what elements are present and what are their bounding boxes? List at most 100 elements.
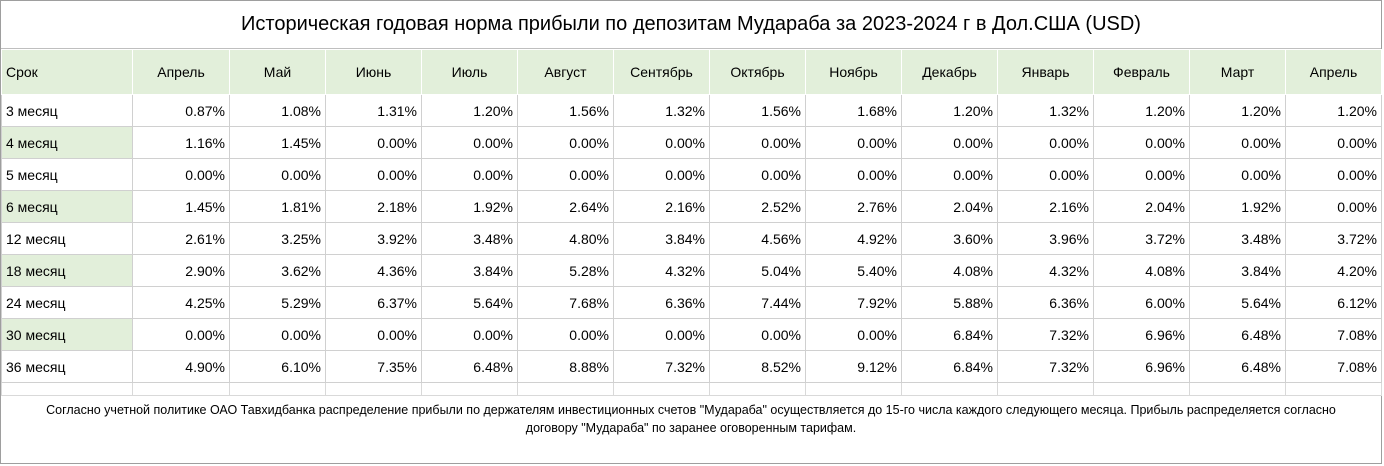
empty-cell — [1189, 382, 1286, 396]
rate-cell: 0.00% — [613, 158, 710, 191]
rate-cell: 0.00% — [997, 158, 1094, 191]
header-month-cell: Октябрь — [709, 49, 806, 95]
rate-cell: 1.20% — [901, 94, 998, 127]
table-row: 3 месяц 0.87% 1.08% 1.31% 1.20% 1.56% 1.32% 1.5… — [1, 94, 1382, 127]
rate-cell: 3.84% — [421, 254, 518, 287]
rate-cell: 6.96% — [1093, 350, 1190, 383]
header-month-cell: Март — [1189, 49, 1286, 95]
rate-cell: 6.37% — [325, 286, 422, 319]
rate-cell: 5.28% — [517, 254, 614, 287]
rate-cell: 0.00% — [517, 318, 614, 351]
term-label-cell: 6 месяц — [1, 190, 133, 223]
rate-cell: 1.20% — [421, 94, 518, 127]
rate-cell: 5.40% — [805, 254, 902, 287]
rate-cell: 0.00% — [325, 158, 422, 191]
rate-cell: 1.08% — [229, 94, 326, 127]
table-row: 30 месяц 0.00% 0.00% 0.00% 0.00% 0.00% 0.00% 0.… — [1, 318, 1382, 351]
rate-cell: 6.00% — [1093, 286, 1190, 319]
rates-table: Срок Апрель Май Июнь Июль Август Сентябр… — [1, 49, 1382, 396]
table-row: 6 месяц 1.45% 1.81% 2.18% 1.92% 2.64% 2.16% 2.5… — [1, 190, 1382, 223]
header-month-cell: Февраль — [1093, 49, 1190, 95]
rate-cell: 0.00% — [421, 126, 518, 159]
table-body: Срок Апрель Май Июнь Июль Август Сентябр… — [1, 49, 1382, 396]
rate-cell: 0.00% — [709, 158, 806, 191]
rate-cell: 0.00% — [1189, 158, 1286, 191]
rate-cell: 1.16% — [132, 126, 230, 159]
term-label-cell: 4 месяц — [1, 126, 133, 159]
rate-cell: 4.92% — [805, 222, 902, 255]
table-title: Историческая годовая норма прибыли по де… — [1, 1, 1381, 49]
header-month-cell: Июнь — [325, 49, 422, 95]
rate-cell: 4.08% — [1093, 254, 1190, 287]
empty-cell — [229, 382, 326, 396]
rate-cell: 1.32% — [613, 94, 710, 127]
rate-cell: 0.00% — [421, 318, 518, 351]
rate-cell: 3.48% — [1189, 222, 1286, 255]
table-row: 12 месяц 2.61% 3.25% 3.92% 3.48% 4.80% 3.84% 4.… — [1, 222, 1382, 255]
rate-cell: 0.00% — [421, 158, 518, 191]
rate-cell: 6.96% — [1093, 318, 1190, 351]
rate-cell: 4.08% — [901, 254, 998, 287]
rate-cell: 3.60% — [901, 222, 998, 255]
rate-cell: 1.81% — [229, 190, 326, 223]
rate-cell: 3.84% — [1189, 254, 1286, 287]
term-label-cell: 18 месяц — [1, 254, 133, 287]
rate-cell: 2.04% — [1093, 190, 1190, 223]
empty-cell — [325, 382, 422, 396]
rate-cell: 2.04% — [901, 190, 998, 223]
rate-cell: 3.25% — [229, 222, 326, 255]
rate-cell: 0.00% — [805, 126, 902, 159]
rate-cell: 0.00% — [997, 126, 1094, 159]
header-month-cell: Июль — [421, 49, 518, 95]
rate-cell: 6.48% — [1189, 350, 1286, 383]
rate-cell: 0.00% — [1285, 158, 1382, 191]
empty-cell — [709, 382, 806, 396]
term-label-cell: 3 месяц — [1, 94, 133, 127]
rate-cell: 3.62% — [229, 254, 326, 287]
rate-cell: 0.00% — [132, 158, 230, 191]
rate-cell: 5.29% — [229, 286, 326, 319]
rate-cell: 4.80% — [517, 222, 614, 255]
rate-cell: 4.56% — [709, 222, 806, 255]
rate-cell: 7.35% — [325, 350, 422, 383]
empty-row — [1, 382, 1382, 396]
header-month-cell: Январь — [997, 49, 1094, 95]
term-label-cell: 24 месяц — [1, 286, 133, 319]
empty-cell — [132, 382, 230, 396]
rate-cell: 6.36% — [997, 286, 1094, 319]
header-month-cell: Апрель — [1285, 49, 1382, 95]
empty-cell — [1285, 382, 1382, 396]
rate-cell: 6.12% — [1285, 286, 1382, 319]
header-month-cell: Декабрь — [901, 49, 998, 95]
rate-cell: 0.00% — [805, 318, 902, 351]
rate-cell: 6.84% — [901, 318, 998, 351]
rate-cell: 1.56% — [517, 94, 614, 127]
rate-cell: 4.90% — [132, 350, 230, 383]
empty-cell — [997, 382, 1094, 396]
rate-cell: 1.68% — [805, 94, 902, 127]
rate-cell: 5.04% — [709, 254, 806, 287]
rate-cell: 6.10% — [229, 350, 326, 383]
rate-cell: 7.92% — [805, 286, 902, 319]
rate-cell: 3.72% — [1285, 222, 1382, 255]
rate-cell: 7.68% — [517, 286, 614, 319]
rate-cell: 0.00% — [709, 318, 806, 351]
rate-cell: 7.32% — [997, 350, 1094, 383]
empty-cell — [517, 382, 614, 396]
header-month-cell: Май — [229, 49, 326, 95]
rate-cell: 1.20% — [1093, 94, 1190, 127]
rate-cell: 1.32% — [997, 94, 1094, 127]
rate-cell: 0.00% — [709, 126, 806, 159]
rate-cell: 2.90% — [132, 254, 230, 287]
rate-cell: 5.64% — [1189, 286, 1286, 319]
rate-cell: 0.00% — [901, 126, 998, 159]
rate-cell: 0.00% — [1285, 190, 1382, 223]
rate-cell: 5.88% — [901, 286, 998, 319]
rate-cell: 7.32% — [997, 318, 1094, 351]
rate-cell: 0.00% — [613, 318, 710, 351]
rate-cell: 3.96% — [997, 222, 1094, 255]
term-label-cell: 5 месяц — [1, 158, 133, 191]
empty-cell — [901, 382, 998, 396]
rate-cell: 0.00% — [1093, 158, 1190, 191]
